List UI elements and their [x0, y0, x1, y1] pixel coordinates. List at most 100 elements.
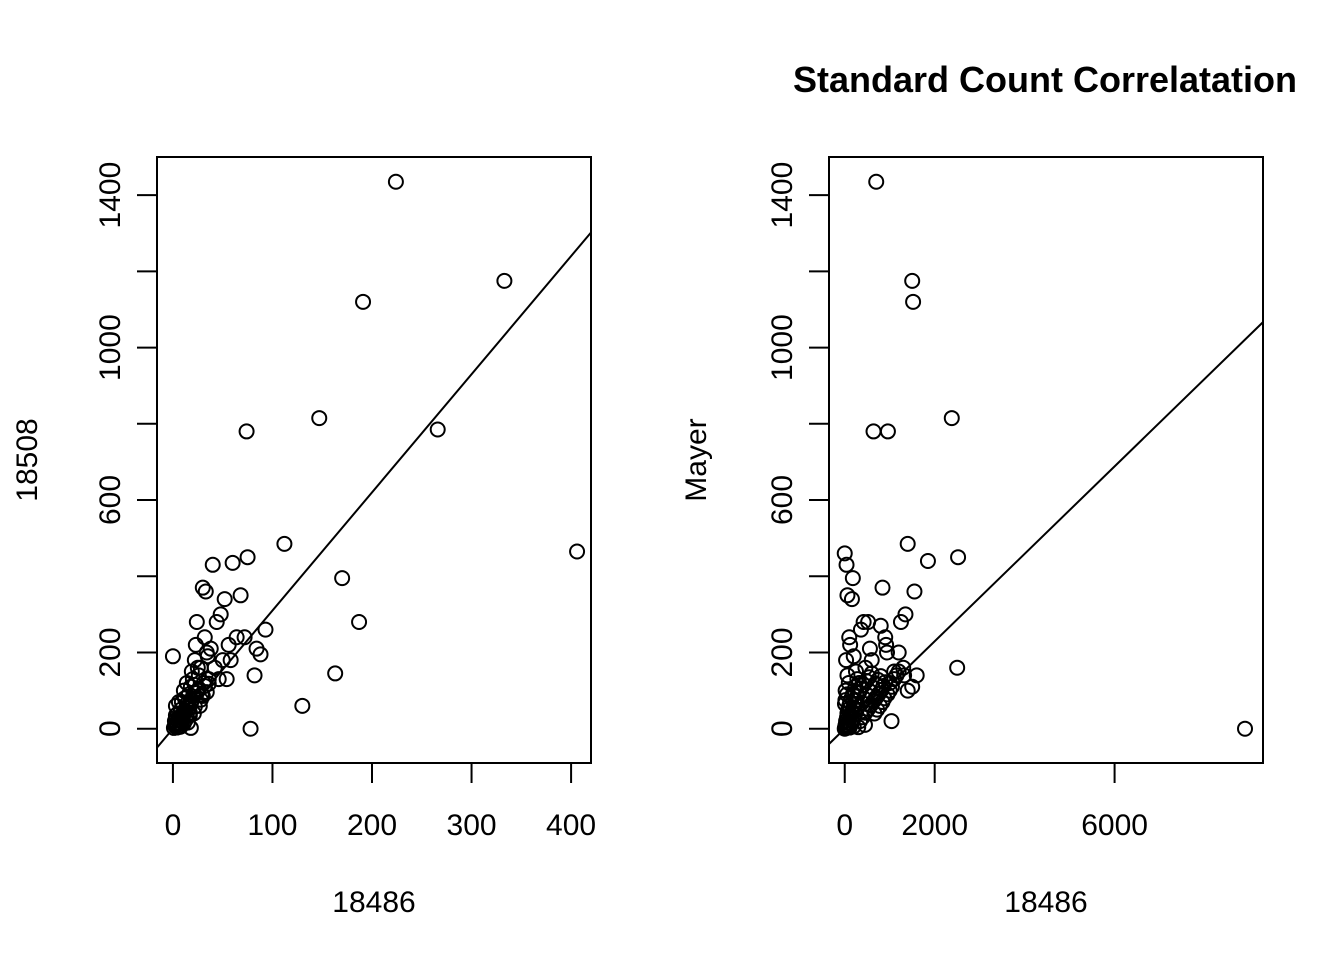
- y-tick-label: 1400: [766, 162, 799, 229]
- left-points-group: [164, 173, 586, 737]
- data-point: [949, 659, 966, 676]
- data-point: [214, 652, 231, 669]
- chart-title: Standard Count Correlatation: [793, 59, 1297, 100]
- x-tick-label: 0: [165, 809, 182, 842]
- y-tick-label: 600: [94, 475, 127, 525]
- data-point: [167, 707, 184, 724]
- data-point: [890, 644, 907, 661]
- data-point: [861, 640, 878, 657]
- right-y-axis-label: Mayer: [680, 418, 713, 501]
- x-tick-label: 100: [247, 809, 297, 842]
- data-point: [897, 606, 914, 623]
- data-point: [892, 613, 909, 630]
- data-point: [838, 652, 855, 669]
- data-point: [238, 423, 255, 440]
- y-tick-label: 1000: [766, 314, 799, 381]
- left-y-axis: 0 200 600 1000 1400: [94, 162, 158, 737]
- data-point: [232, 587, 249, 604]
- data-point: [212, 606, 229, 623]
- y-tick-label: 1000: [94, 314, 127, 381]
- data-point: [904, 678, 921, 695]
- data-point: [276, 535, 293, 552]
- data-point: [836, 545, 853, 562]
- data-point: [845, 648, 862, 665]
- data-point: [387, 173, 404, 190]
- y-tick-label: 200: [766, 627, 799, 677]
- data-point: [294, 697, 311, 714]
- data-point: [198, 684, 215, 701]
- data-point: [208, 613, 225, 630]
- data-point: [252, 646, 269, 663]
- data-point: [496, 272, 513, 289]
- data-point: [246, 667, 263, 684]
- data-point: [257, 621, 274, 638]
- data-point: [905, 293, 922, 310]
- data-point: [228, 629, 245, 646]
- data-point: [879, 644, 896, 661]
- data-point: [865, 423, 882, 440]
- data-point: [847, 663, 864, 680]
- data-point: [355, 293, 372, 310]
- data-point: [197, 583, 214, 600]
- x-tick-label: 300: [447, 809, 497, 842]
- data-point: [839, 587, 856, 604]
- right-scatter-plot: 0 2000 6000 0 200 600 1000 1400 18486 Mayer: [680, 156, 1264, 919]
- data-point: [943, 410, 960, 427]
- y-tick-label: 600: [766, 475, 799, 525]
- data-point: [836, 695, 853, 712]
- data-point: [182, 719, 199, 736]
- right-points-group: [836, 173, 1254, 737]
- right-x-axis-label: 18486: [1004, 886, 1087, 919]
- data-point: [874, 579, 891, 596]
- data-point: [239, 549, 256, 566]
- data-point: [877, 629, 894, 646]
- data-point: [871, 697, 888, 714]
- data-point: [188, 613, 205, 630]
- data-point: [850, 719, 867, 736]
- left-scatter-plot: 0 100 200 300 400 0 200 600 1000 1400 18486 1850…: [11, 156, 596, 919]
- data-point: [844, 570, 861, 587]
- data-point: [838, 556, 855, 573]
- data-point: [919, 553, 936, 569]
- y-tick-label: 1400: [94, 162, 127, 229]
- data-point: [236, 629, 253, 646]
- data-point: [210, 671, 227, 688]
- x-tick-label: 200: [347, 809, 397, 842]
- data-point: [202, 640, 219, 657]
- data-point: [222, 652, 239, 669]
- data-point: [842, 636, 859, 653]
- data-point: [199, 648, 216, 665]
- y-tick-label: 200: [94, 627, 127, 677]
- left-y-axis-label: 18508: [11, 418, 44, 501]
- data-point: [194, 579, 211, 596]
- data-point: [327, 665, 344, 682]
- data-point: [220, 636, 237, 653]
- data-point: [904, 272, 921, 289]
- data-point: [186, 676, 203, 693]
- data-point: [895, 659, 912, 676]
- data-point: [840, 674, 857, 691]
- data-point: [1237, 720, 1254, 737]
- data-point: [218, 671, 235, 688]
- data-point: [351, 613, 368, 630]
- data-point: [164, 648, 181, 665]
- data-point: [839, 667, 856, 684]
- data-point: [883, 713, 900, 730]
- left-x-axis-label: 18486: [332, 886, 415, 919]
- x-tick-label: 0: [836, 809, 853, 842]
- data-point: [843, 591, 860, 608]
- data-point: [204, 556, 221, 573]
- data-point: [178, 695, 195, 712]
- data-point: [906, 583, 923, 600]
- data-point: [569, 543, 586, 560]
- data-point: [879, 423, 896, 440]
- data-point: [242, 720, 259, 737]
- data-point: [429, 421, 446, 438]
- data-point: [334, 570, 351, 587]
- data-point: [855, 613, 872, 630]
- x-tick-label: 6000: [1081, 809, 1148, 842]
- data-point: [224, 554, 241, 571]
- data-point: [189, 659, 206, 676]
- data-point: [878, 636, 895, 653]
